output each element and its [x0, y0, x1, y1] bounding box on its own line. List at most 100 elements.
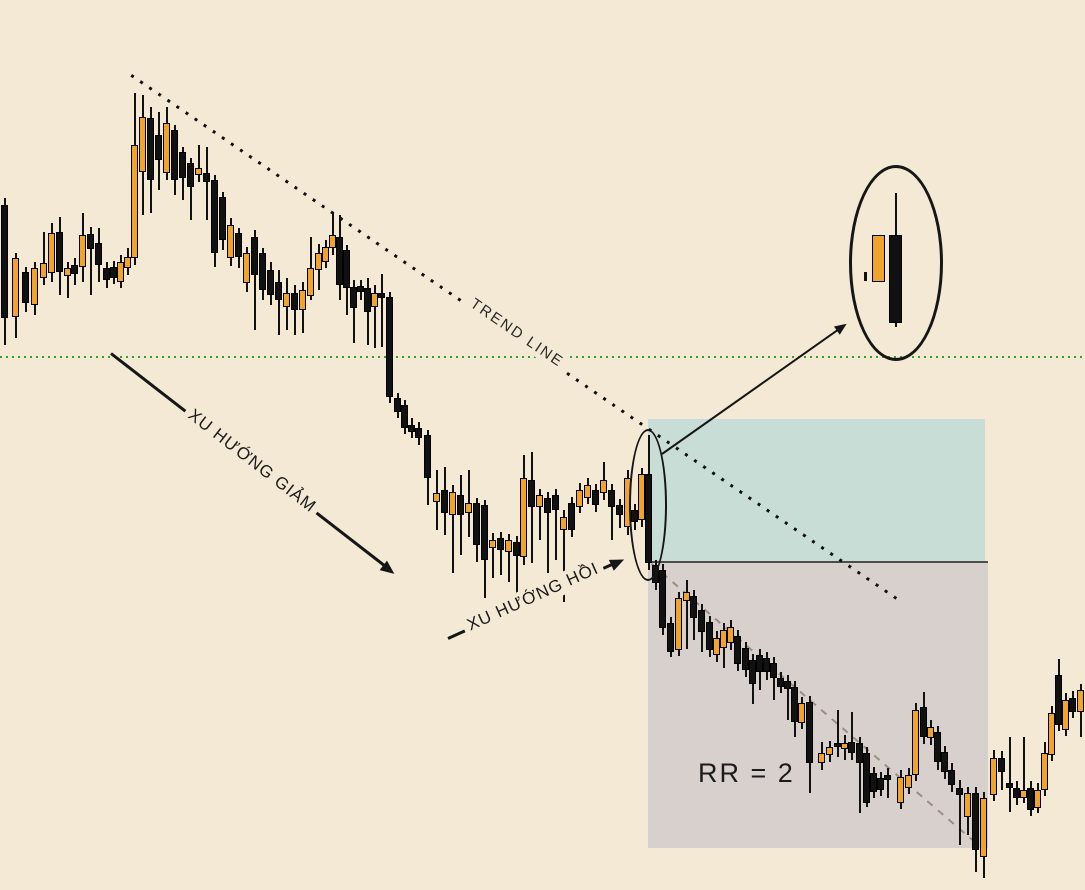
candle-wick — [1022, 737, 1025, 803]
bear-candle-body — [998, 758, 1005, 772]
bear-candle-body — [848, 742, 855, 753]
bear-candle-body — [659, 570, 666, 628]
bear-candle-body — [749, 660, 756, 684]
bear-candle-body — [235, 233, 242, 257]
bear-candle-body — [103, 268, 110, 280]
bear-candle-body — [275, 282, 282, 300]
bear-candle-body — [187, 163, 194, 187]
bear-candle-body — [948, 770, 955, 785]
bear-candle-body — [616, 505, 623, 515]
bear-candle-body — [698, 610, 705, 632]
candle-wick — [331, 213, 334, 255]
bull-candle-body — [600, 480, 607, 493]
bull-candle-body — [131, 145, 138, 258]
bear-candle-body — [497, 538, 504, 550]
bull-candle-body — [1048, 713, 1055, 755]
bear-candle-body — [473, 503, 480, 545]
bear-candle-body — [1006, 783, 1013, 788]
candle-wick — [515, 536, 518, 600]
bull-candle-body — [841, 743, 848, 749]
bull-candle-body — [139, 117, 146, 172]
bull-candle-body — [124, 257, 131, 268]
bear-candle-body — [251, 237, 258, 275]
candle-wick — [772, 657, 775, 700]
bear-candle-body — [806, 702, 813, 763]
engulfing-highlight-ellipse — [629, 429, 667, 581]
bull-candle-body — [48, 233, 55, 273]
bear-candle-body — [544, 498, 551, 513]
bull-candle-body — [576, 490, 583, 507]
bear-candle-body — [95, 243, 102, 265]
bear-candle-body — [856, 743, 863, 763]
bull-candle-body — [1034, 790, 1041, 808]
candle-wick — [1008, 737, 1011, 812]
bull-candle-body — [826, 747, 833, 755]
bull-candle-body — [117, 262, 124, 282]
bear-candle-body — [415, 428, 422, 438]
risk-zone — [648, 419, 985, 562]
candle-wick — [850, 712, 853, 760]
bear-candle-body — [870, 773, 877, 792]
bear-candle-body — [1027, 788, 1034, 810]
bull-candle-body — [40, 263, 47, 278]
bear-candle-body — [336, 237, 343, 285]
bear-candle-body — [71, 265, 78, 274]
bear-candle-body — [934, 732, 941, 762]
bear-candle-body — [756, 655, 763, 672]
bull-candle-body — [227, 225, 234, 258]
candle-wick — [538, 489, 541, 540]
bear-candle-body — [350, 287, 357, 308]
bear-candle-body — [179, 152, 186, 178]
candle-wick — [373, 285, 376, 348]
candle-wick — [685, 580, 688, 649]
candle-wick — [958, 780, 961, 845]
bear-candle-body — [378, 293, 385, 298]
candle-wick — [499, 532, 502, 575]
bull-candle-body — [1077, 690, 1084, 712]
entry-divider-line — [648, 561, 988, 563]
candle-wick — [352, 280, 355, 343]
bear-candle-body — [956, 788, 963, 795]
bear-candle-body — [1069, 698, 1076, 712]
bear-candle-body — [763, 658, 770, 672]
bull-candle-body — [520, 478, 527, 557]
bull-candle-body — [675, 598, 682, 650]
bull-candle-body — [315, 253, 322, 270]
magnified-pattern-ellipse — [849, 165, 943, 361]
bull-candle-body — [980, 798, 987, 857]
bull-candle-body — [283, 293, 290, 307]
bear-candle-body — [770, 663, 777, 678]
candle-wick — [858, 737, 861, 813]
candle-wick — [189, 158, 192, 220]
bear-candle-body — [706, 622, 713, 650]
bull-candle-body — [990, 758, 997, 795]
bear-candle-body — [259, 253, 266, 290]
bear-candle-body — [863, 753, 870, 803]
bear-candle-body — [667, 623, 674, 652]
bull-candle-body — [195, 168, 202, 175]
bear-candle-body — [568, 503, 575, 530]
bull-candle-body — [818, 753, 825, 763]
bull-candle-body — [243, 253, 250, 283]
candle-wick — [562, 510, 565, 602]
bull-candle-body — [584, 485, 591, 498]
bear-candle-body — [87, 234, 94, 249]
bear-candle-body — [441, 490, 448, 513]
bull-candle-body — [79, 235, 86, 267]
bull-candle-body — [927, 727, 934, 738]
bull-candle-body — [683, 592, 690, 601]
bear-candle-body — [552, 495, 559, 510]
bear-candle-body — [941, 752, 948, 772]
bull-candle-body — [299, 290, 306, 310]
bull-candle-body — [489, 540, 496, 548]
candle-wick — [610, 484, 613, 540]
bull-candle-body — [560, 517, 567, 530]
bull-candle-body — [433, 493, 440, 502]
bear-candle-body — [834, 743, 841, 747]
bull-candle-body — [12, 258, 19, 317]
candle-wick — [380, 274, 383, 347]
bull-candle-body — [163, 123, 170, 173]
bear-candle-body — [203, 173, 210, 182]
bear-candle-body — [343, 250, 350, 288]
